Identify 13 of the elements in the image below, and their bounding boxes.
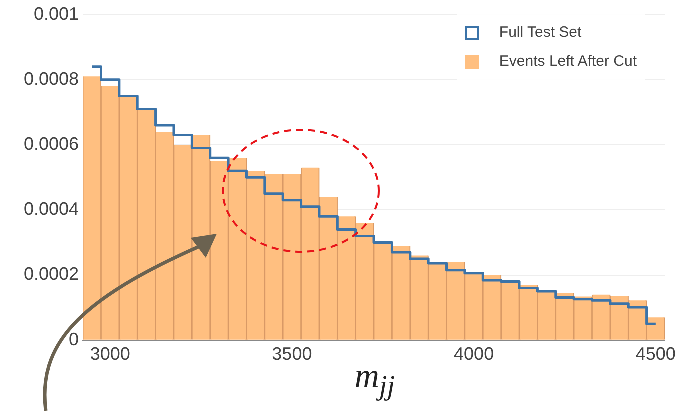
y-tick-label: 0.0002 xyxy=(24,264,80,284)
legend-label: Events Left After Cut xyxy=(499,53,637,70)
legend-label: Full Test Set xyxy=(499,24,582,41)
x-tick-label: 3000 xyxy=(90,344,130,364)
y-tick-label: 0.0006 xyxy=(24,134,80,154)
y-tick-label: 0.0004 xyxy=(24,199,80,220)
y-tick-label: 0.001 xyxy=(34,4,80,24)
y-tick-label: 0 xyxy=(69,329,80,350)
x-tick-label: 4000 xyxy=(454,344,494,364)
x-axis-title: m$_{jj}$ xyxy=(354,358,396,402)
x-tick-label: 4500 xyxy=(636,344,676,364)
y-tick-label: 0.0008 xyxy=(24,68,80,89)
x-tick-label: 3500 xyxy=(272,344,312,364)
